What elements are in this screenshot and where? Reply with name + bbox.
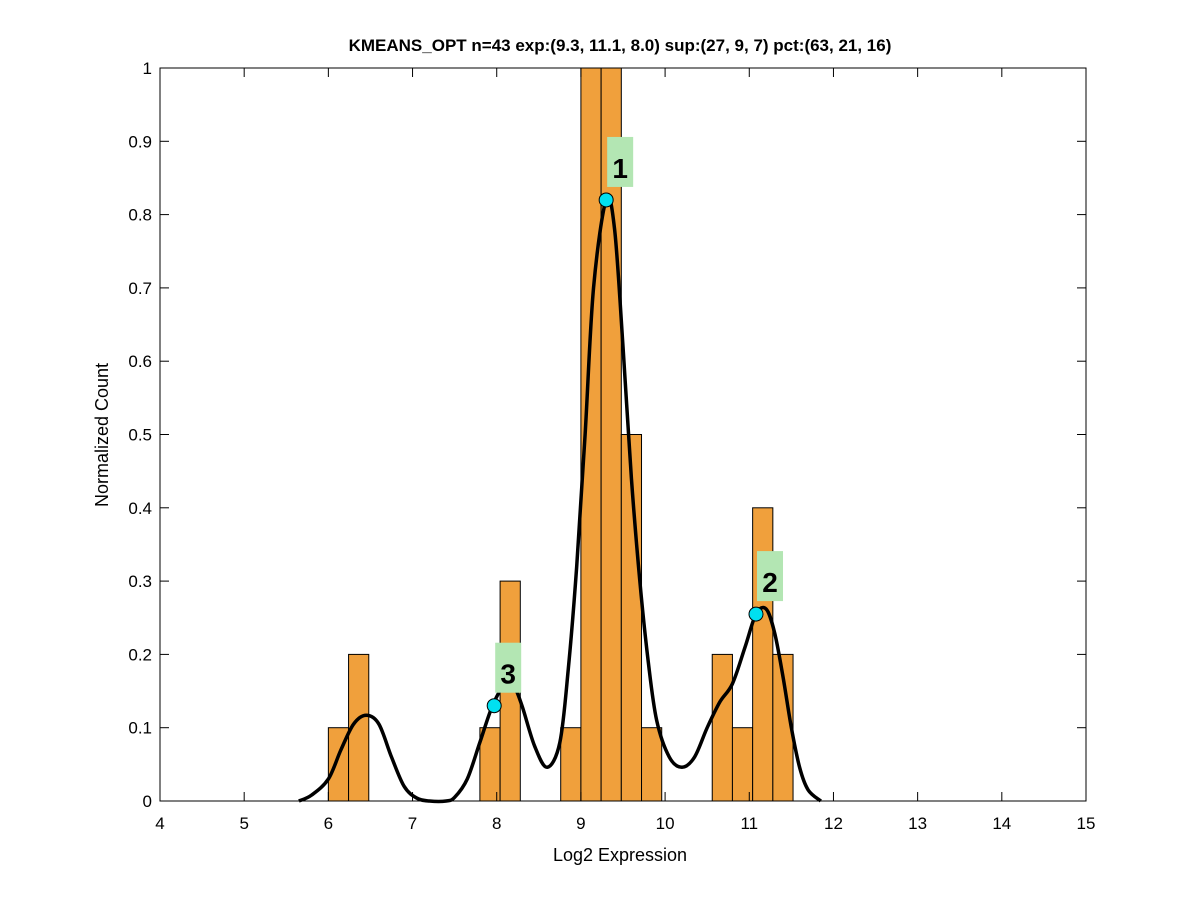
- y-tick-label-0: 0: [143, 792, 152, 811]
- y-tick-label-9: 0.9: [128, 132, 152, 151]
- histogram-bars: [327, 67, 794, 802]
- x-tick-label-4: 8: [492, 814, 501, 833]
- x-tick-label-3: 7: [408, 814, 417, 833]
- chart-title: KMEANS_OPT n=43 exp:(9.3, 11.1, 8.0) sup…: [349, 36, 892, 55]
- x-axis: 4 5 6 7 8 9 10 11 12 13 14 15: [155, 68, 1095, 833]
- peak-label-bg-1: [607, 136, 634, 187]
- x-tick-label-2: 6: [324, 814, 333, 833]
- peak-label-bg-2: [757, 551, 784, 602]
- x-tick-label-7: 11: [740, 814, 758, 833]
- peak-marker-1: [598, 192, 614, 208]
- peak-markers: 1 2 3: [486, 136, 784, 714]
- y-tick-label-6: 0.6: [128, 352, 152, 371]
- y-tick-label-1: 0.1: [128, 719, 152, 738]
- peak-label-2: 2: [762, 567, 778, 598]
- y-tick-label-8: 0.8: [128, 206, 152, 225]
- x-tick-label-1: 5: [239, 814, 248, 833]
- peak-marker-3: [486, 698, 502, 714]
- y-tick-label-3: 0.3: [128, 572, 152, 591]
- peak-label-3: 3: [500, 659, 516, 690]
- y-axis: 0 0.1 0.2 0.3 0.4 0.5 0.6 0.7 0.8 0.9 1: [128, 59, 1086, 811]
- peak-label-bg-3: [495, 642, 522, 693]
- density-curve: [298, 195, 822, 804]
- peak-marker-2: [748, 606, 764, 622]
- x-tick-label-6: 10: [656, 814, 675, 833]
- y-tick-label-4: 0.4: [128, 499, 152, 518]
- histogram-bar-4: [560, 727, 582, 802]
- y-tick-label-5: 0.5: [128, 426, 152, 445]
- y-tick-label-7: 0.7: [128, 279, 152, 298]
- x-tick-label-8: 12: [824, 814, 843, 833]
- x-axis-label: Log2 Expression: [553, 845, 687, 865]
- peak-label-1: 1: [612, 153, 628, 184]
- x-tick-label-0: 4: [155, 814, 164, 833]
- x-tick-label-11: 15: [1077, 814, 1096, 833]
- y-tick-label-10: 1: [143, 59, 152, 78]
- x-tick-label-5: 9: [576, 814, 585, 833]
- x-tick-label-10: 14: [992, 814, 1011, 833]
- histogram-bar-10: [731, 727, 754, 802]
- histogram-bar-8: [641, 727, 663, 802]
- y-tick-label-2: 0.2: [128, 645, 152, 664]
- histogram-bar-9: [711, 653, 733, 802]
- x-tick-label-9: 13: [908, 814, 927, 833]
- y-axis-label: Normalized Count: [92, 363, 112, 507]
